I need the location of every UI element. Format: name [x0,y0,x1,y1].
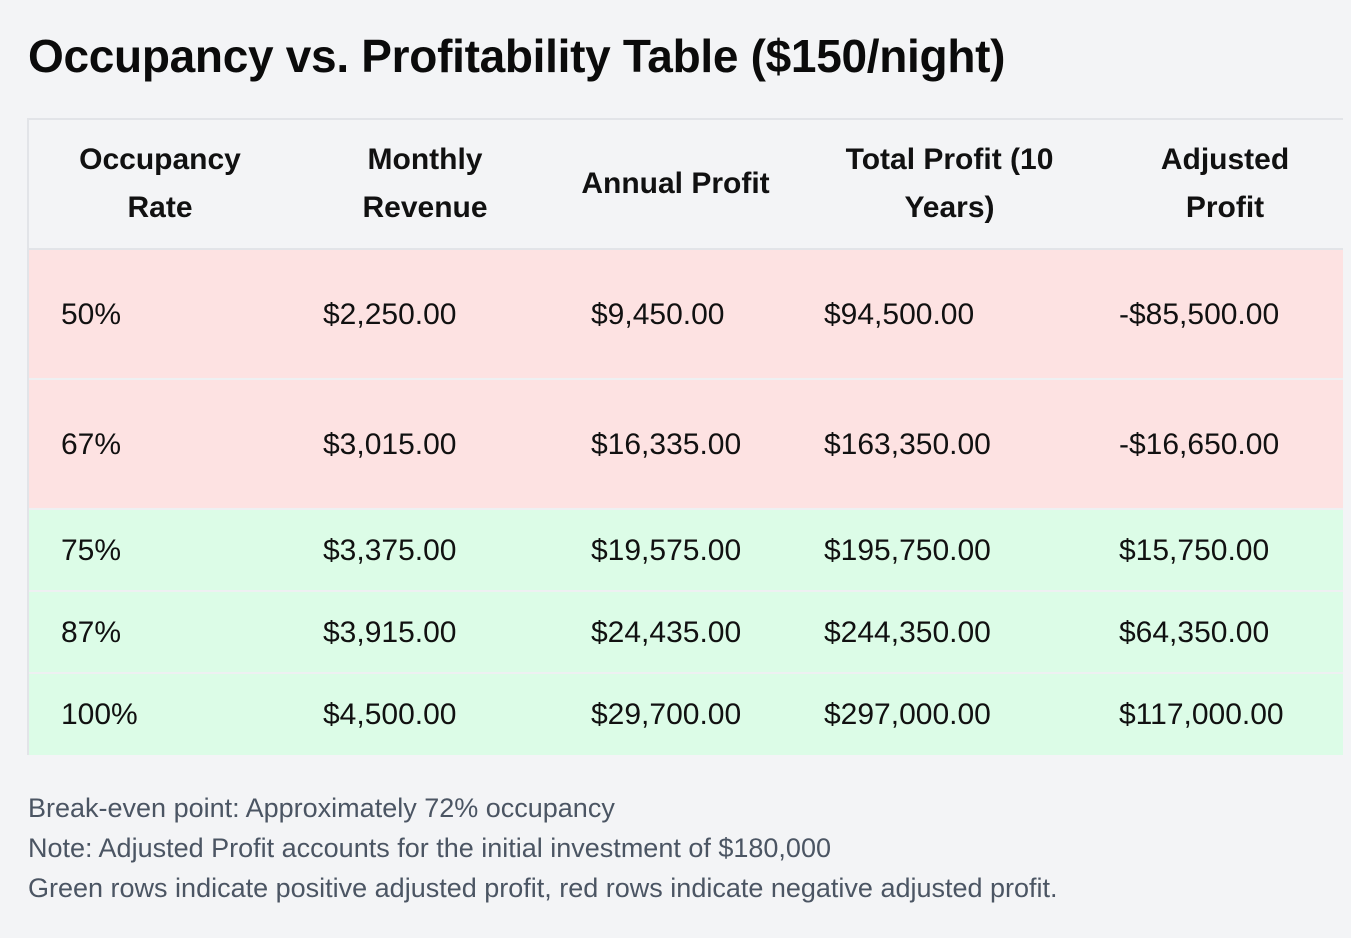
notes-section: Break-even point: Approximately 72% occu… [28,788,1058,908]
total-profit-cell: $195,750.00 [824,533,991,567]
monthly-revenue-cell: $3,375.00 [323,533,457,567]
annual-profit-cell: $24,435.00 [591,615,742,649]
monthly-revenue-cell: $3,915.00 [323,615,457,649]
total-profit-cell: $163,350.00 [824,427,991,461]
monthly-revenue-cell: $3,015.00 [323,427,457,461]
occupancy-rate-cell: 50% [61,297,122,331]
adjusted-profit-cell: $117,000.00 [1119,698,1284,731]
annual-profit-cell: $16,335.00 [591,427,742,461]
color-legend-note: Green rows indicate positive adjusted pr… [28,873,1058,903]
occupancy-rate-cell: 100% [61,698,138,731]
annual-profit-cell: $29,700.00 [591,698,742,731]
adjusted-profit-cell: -$85,500.00 [1119,297,1280,331]
table-row: 87% $3,915.00 $24,435.00 $244,350.00 $64… [29,591,1343,673]
annual-profit-cell: $19,575.00 [591,533,742,567]
total-profit-cell: $297,000.00 [824,698,991,731]
adjusted-profit-cell: -$16,650.00 [1119,427,1280,461]
annual-profit-cell: $9,450.00 [591,297,725,331]
break-even-note: Break-even point: Approximately 72% occu… [28,793,615,823]
total-profit-cell: $244,350.00 [824,615,991,649]
occupancy-rate-cell: 67% [61,427,122,461]
header-occupancy-rate: Occupancy Rate [29,120,291,250]
header-monthly-revenue: Monthly Revenue [291,120,559,250]
monthly-revenue-cell: $2,250.00 [323,297,457,331]
profitability-table: Occupancy Rate Monthly Revenue Annual Pr… [27,118,1343,755]
table-header-row: Occupancy Rate Monthly Revenue Annual Pr… [29,120,1343,250]
investment-note: Note: Adjusted Profit accounts for the i… [28,833,831,863]
table-row: 75% $3,375.00 $19,575.00 $195,750.00 $15… [29,509,1343,591]
page-title: Occupancy vs. Profitability Table ($150/… [28,30,1006,82]
table-row: 50% $2,250.00 $9,450.00 $94,500.00 -$85,… [29,249,1343,379]
adjusted-profit-cell: $64,350.00 [1119,615,1270,649]
table-row: 67% $3,015.00 $16,335.00 $163,350.00 -$1… [29,379,1343,509]
adjusted-profit-cell: $15,750.00 [1119,533,1270,567]
total-profit-cell: $94,500.00 [824,297,975,331]
header-total-profit: Total Profit (10 Years) [792,120,1107,250]
occupancy-rate-cell: 75% [61,533,122,567]
header-adjusted-profit: Adjusted Profit [1107,120,1343,250]
occupancy-rate-cell: 87% [61,615,122,649]
table-row: 100% $4,500.00 $29,700.00 $297,000.00 $1… [29,673,1343,755]
header-annual-profit: Annual Profit [559,120,792,250]
monthly-revenue-cell: $4,500.00 [323,698,457,731]
